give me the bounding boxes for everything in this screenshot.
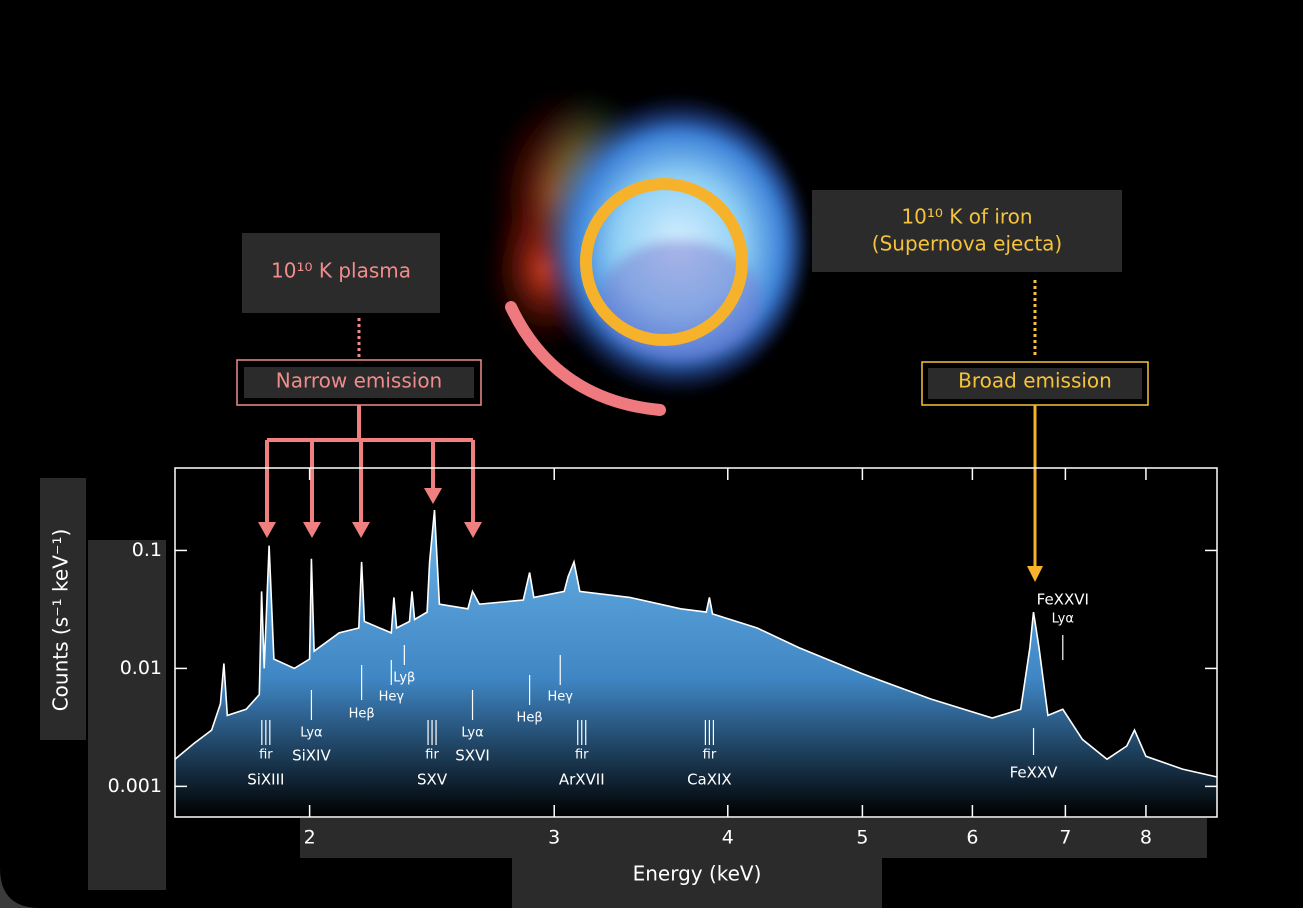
y-tick-label: 0.1	[132, 539, 162, 561]
y-label-box	[40, 478, 86, 740]
broad-arrowhead	[1027, 566, 1043, 582]
ion-label: CaXIX	[687, 771, 732, 789]
y-ticks-box	[88, 540, 166, 890]
y-tick-label: 0.001	[108, 775, 162, 797]
broad-box-fill	[928, 368, 1142, 399]
x-ticks-box	[300, 818, 1207, 858]
line-label: Heβ	[349, 707, 375, 722]
ion-label: SiXIII	[247, 771, 284, 789]
line-label: fir	[259, 748, 273, 763]
plasma-label: 10¹⁰ K plasma	[271, 259, 411, 283]
iron-ring	[580, 178, 748, 346]
plasma-arc	[505, 301, 666, 416]
line-label: fir	[575, 748, 589, 763]
y-axis-label: Counts (s⁻¹ keV⁻¹)	[49, 529, 73, 712]
x-tick-label: 8	[1140, 827, 1152, 849]
ion-label: SiXIV	[292, 747, 331, 765]
ion-label: SXVI	[455, 747, 489, 765]
iron-box	[812, 190, 1122, 272]
narrow-arrowheads	[258, 488, 482, 538]
line-label: fir	[703, 748, 717, 763]
x-tick-label: 3	[548, 827, 560, 849]
line-label: Heβ	[517, 711, 543, 726]
line-label: Lyβ	[393, 671, 415, 686]
line-label: Heγ	[379, 690, 405, 705]
x-tick-label: 6	[966, 827, 978, 849]
ion-label: FeXXVI	[1037, 591, 1089, 609]
narrow-box-fill	[244, 367, 474, 398]
x-label-box	[512, 856, 882, 908]
ion-label: FeXXV	[1010, 764, 1059, 782]
iron-label: 10¹⁰ K of iron	[901, 205, 1032, 229]
line-label: Lyα	[1052, 612, 1074, 627]
x-axis-label: Energy (keV)	[633, 862, 762, 886]
line-label: Heγ	[547, 690, 573, 705]
line-label: fir	[425, 748, 439, 763]
y-tick-label: 0.01	[120, 657, 162, 679]
ejecta-label: (Supernova ejecta)	[872, 232, 1062, 256]
narrow-label: Narrow emission	[276, 369, 442, 393]
ion-label: SXV	[417, 771, 448, 789]
x-tick-label: 5	[856, 827, 868, 849]
plot: 2 3 4 5 6 7 8 0.1 0.01 0.001 fir SiXIII Lyα SiXIV Heβ H…	[108, 467, 1218, 849]
x-tick-label: 7	[1059, 827, 1071, 849]
spectrum-line	[174, 510, 1218, 778]
x-tick-label: 4	[722, 827, 734, 849]
narrow-arrows	[265, 405, 475, 522]
line-label: Lyα	[461, 726, 483, 741]
plot-frame	[174, 467, 1218, 818]
x-tick-label: 2	[304, 827, 316, 849]
broad-label: Broad emission	[958, 369, 1112, 393]
ion-label: ArXVII	[559, 771, 605, 789]
plasma-box	[242, 233, 440, 313]
line-label: Lyα	[300, 726, 322, 741]
